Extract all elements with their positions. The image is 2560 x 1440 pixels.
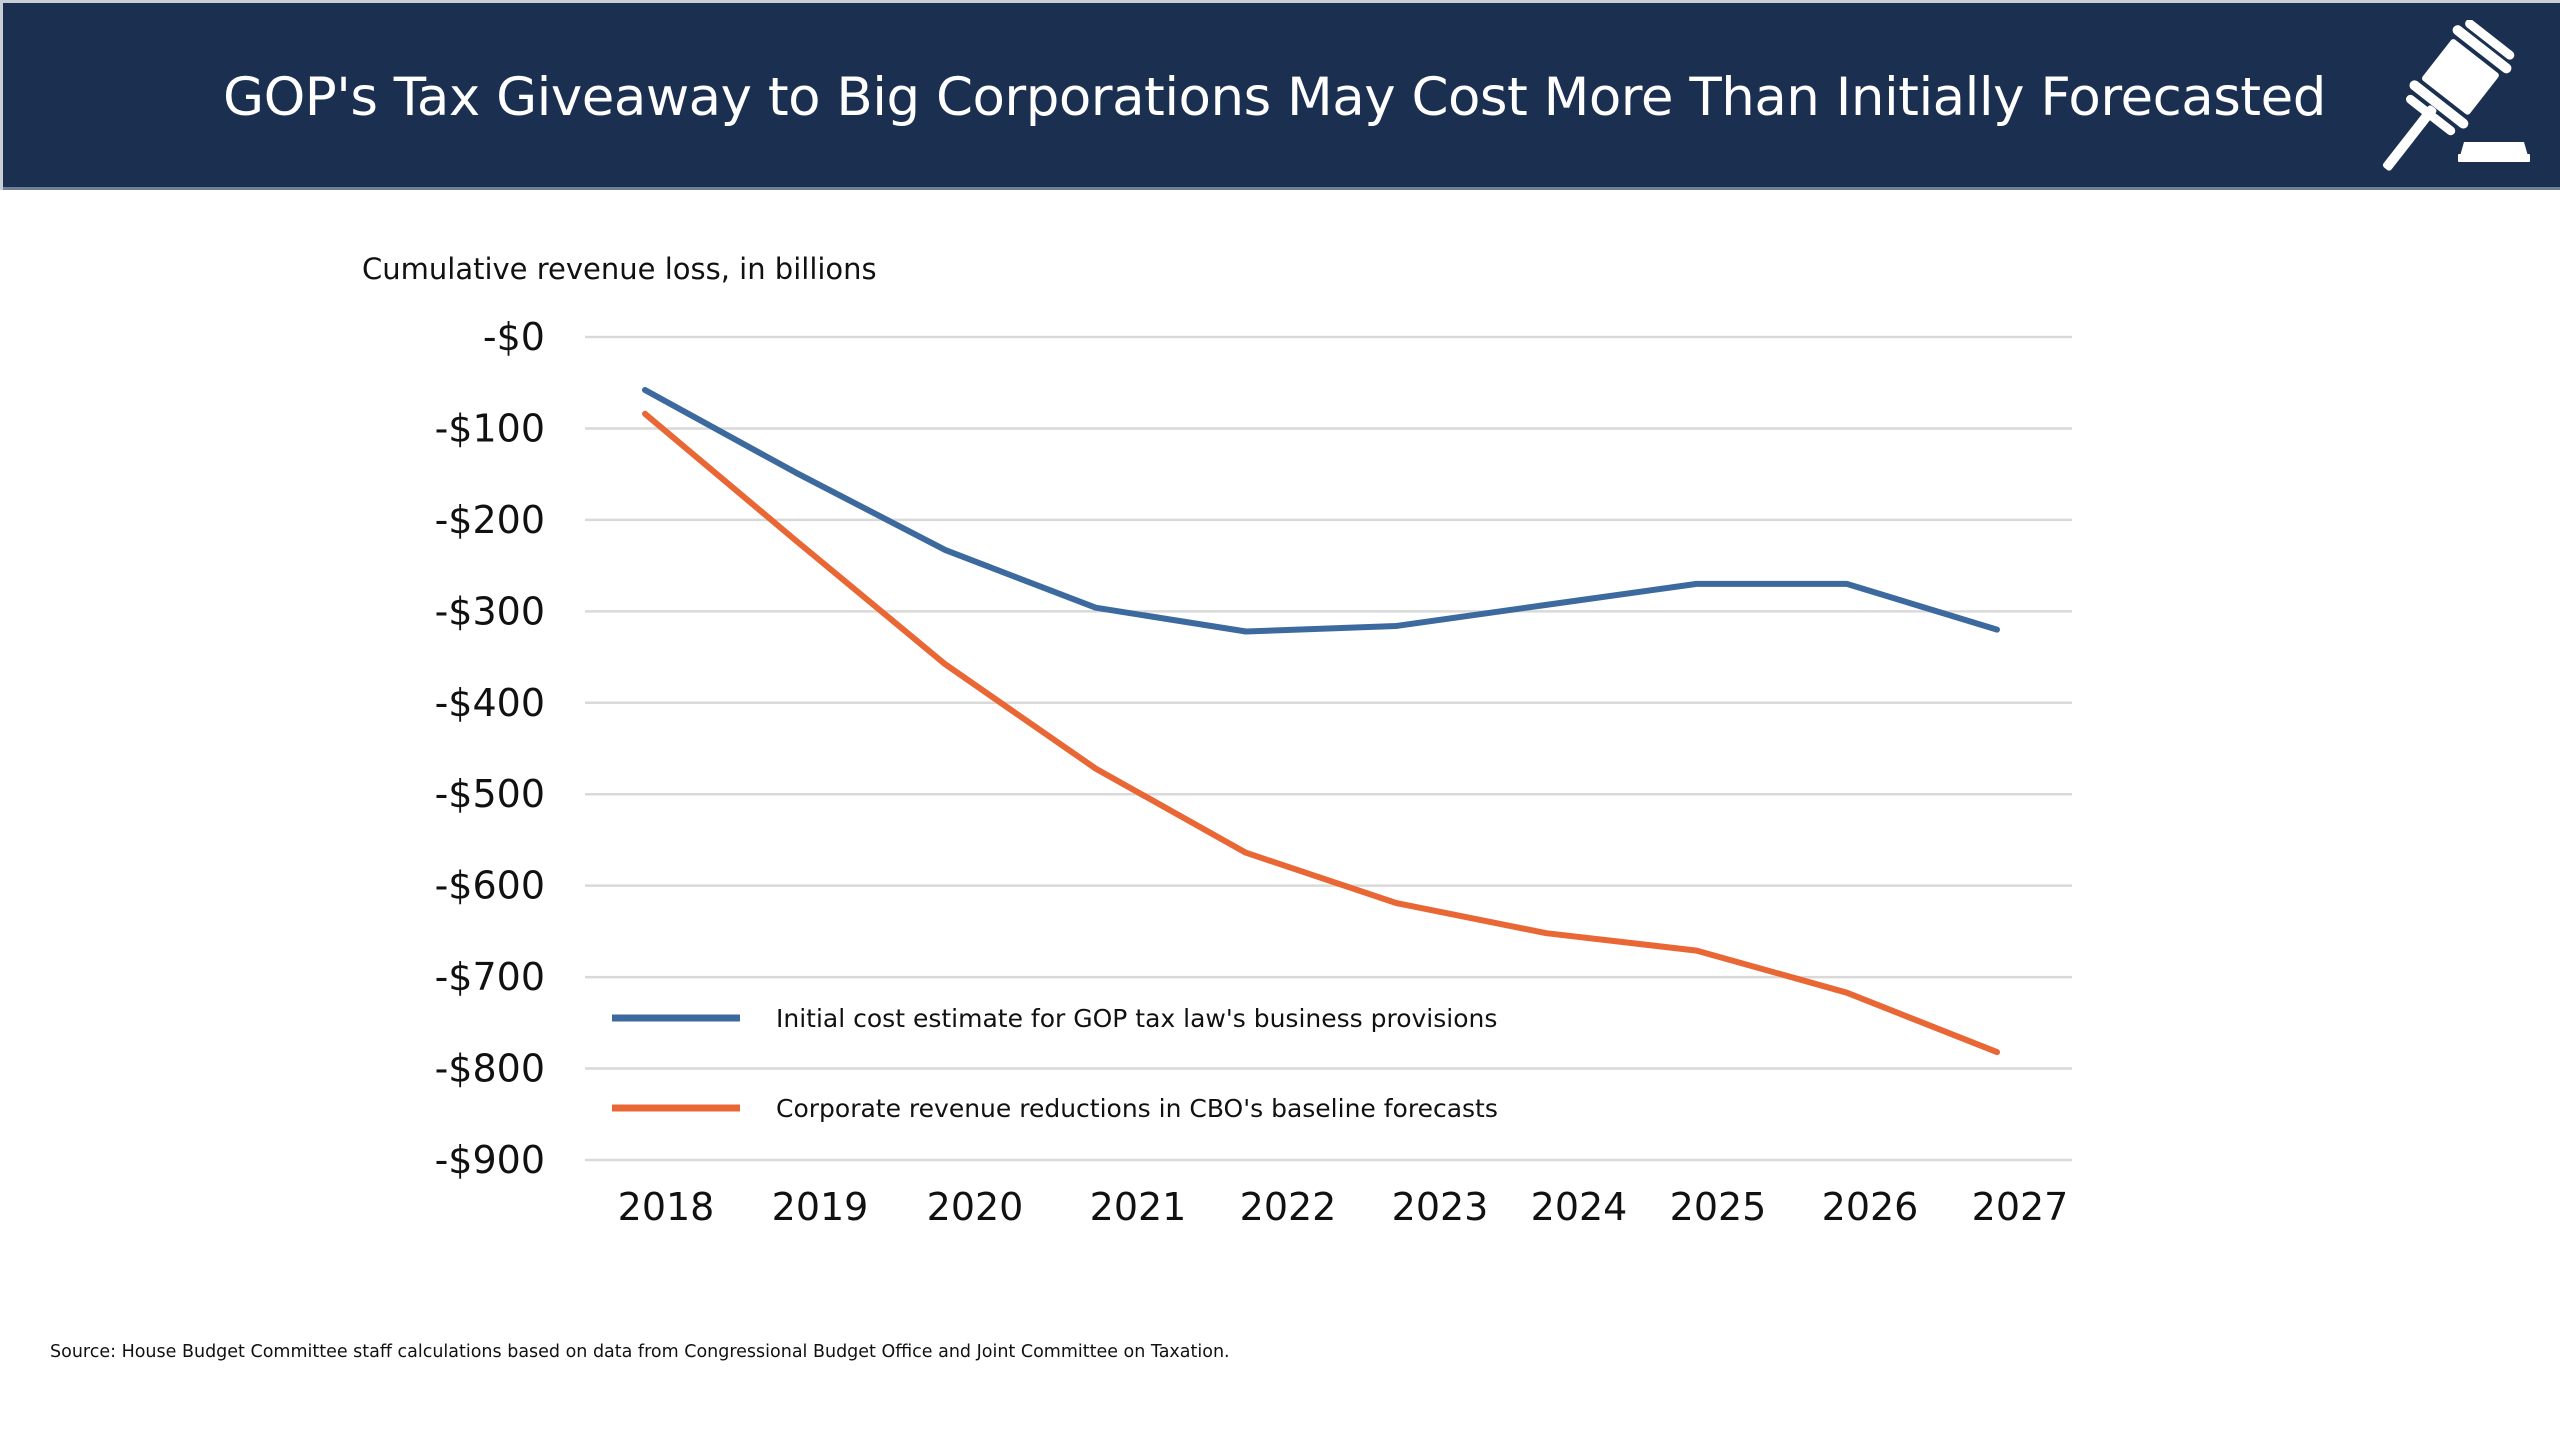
gridlines [585, 335, 2072, 1162]
y-axis-ticks: -$0 -$100 -$200 -$300 -$400 -$500 -$600 -$700 -$… [435, 315, 545, 1182]
x-tick-label: 2022 [1240, 1185, 1337, 1229]
page-title: GOP's Tax Giveaway to Big Corporations M… [223, 67, 2326, 128]
series-line-cbo-baseline [642, 410, 2000, 1056]
frame-border-left [0, 0, 3, 190]
x-tick-label: 2023 [1392, 1185, 1489, 1229]
x-tick-label: 2020 [927, 1185, 1024, 1229]
series-line-initial-estimate [642, 387, 2000, 635]
y-tick-label: -$100 [435, 406, 545, 450]
y-tick-label: -$400 [435, 681, 545, 725]
y-tick-label: -$500 [435, 772, 545, 816]
y-axis-title: Cumulative revenue loss, in billions [362, 252, 877, 286]
x-tick-label: 2021 [1090, 1185, 1187, 1229]
y-tick-label: -$0 [483, 315, 545, 359]
legend-label: Corporate revenue reductions in CBO's ba… [776, 1094, 1498, 1123]
source-note: Source: House Budget Committee staff cal… [50, 1342, 1230, 1362]
x-axis-ticks: 2018 2019 2020 2021 2022 2023 2024 2025 2026 2027 [618, 1185, 2069, 1229]
x-tick-label: 2019 [772, 1185, 869, 1229]
x-tick-label: 2027 [1972, 1185, 2069, 1229]
y-tick-label: -$700 [435, 955, 545, 999]
gavel-icon [2382, 20, 2530, 171]
legend-label: Initial cost estimate for GOP tax law's … [776, 1004, 1497, 1033]
y-tick-label: -$800 [435, 1047, 545, 1091]
x-tick-label: 2018 [618, 1185, 715, 1229]
y-tick-label: -$900 [435, 1138, 545, 1182]
series-lines [642, 387, 2000, 1056]
y-tick-label: -$600 [435, 864, 545, 908]
legend: Initial cost estimate for GOP tax law's … [612, 1004, 1498, 1123]
x-tick-label: 2025 [1670, 1185, 1767, 1229]
frame-border-top [0, 0, 2560, 3]
x-tick-label: 2024 [1531, 1185, 1628, 1229]
y-tick-label: -$200 [435, 498, 545, 542]
x-tick-label: 2026 [1822, 1185, 1919, 1229]
header-banner: GOP's Tax Giveaway to Big Corporations M… [3, 3, 2560, 190]
y-tick-label: -$300 [435, 589, 545, 633]
